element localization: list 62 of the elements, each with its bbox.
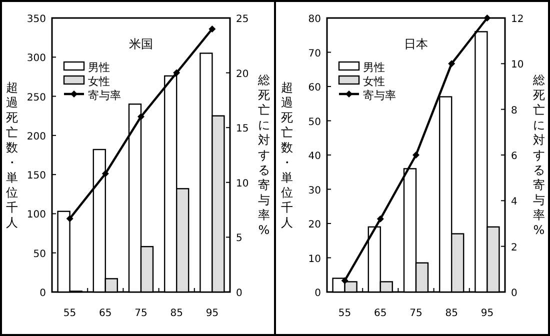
point xyxy=(208,25,216,32)
x-tick-label: 85 xyxy=(445,308,458,319)
point xyxy=(448,60,456,68)
y2-tick-label: 8 xyxy=(511,105,518,116)
y2-tick-label: 10 xyxy=(236,178,249,190)
y-tick-label: 0 xyxy=(314,288,321,299)
y-tick-label: 50 xyxy=(33,248,46,260)
y2-tick-label: 5 xyxy=(236,233,242,244)
y-tick-label: 350 xyxy=(26,14,46,25)
y-tick-label: 200 xyxy=(26,131,46,142)
x-tick-label: 85 xyxy=(170,308,183,319)
y2-tick-label: 0 xyxy=(511,288,518,299)
legend-label: 女性 xyxy=(363,75,385,88)
legend-label: 寄与率 xyxy=(363,89,396,102)
text: 総死亡に対する寄与率% xyxy=(258,73,270,238)
y-tick-label: 10 xyxy=(308,254,321,265)
point xyxy=(138,113,144,120)
y2-tick-label: 15 xyxy=(236,124,249,135)
y-tick-label: 50 xyxy=(308,116,321,128)
legend-label: 男性 xyxy=(88,61,110,74)
x-tick-label: 65 xyxy=(374,308,387,319)
text: 超過死亡数・単位千人 xyxy=(281,80,293,230)
y-tick-label: 150 xyxy=(26,170,46,182)
y2-tick-label: 12 xyxy=(511,14,524,25)
legend-label: 男性 xyxy=(363,61,385,74)
y-tick-label: 20 xyxy=(308,220,321,230)
y-tick-label: 40 xyxy=(308,151,321,162)
y-tick-label: 70 xyxy=(308,48,321,60)
point xyxy=(173,69,180,76)
x-tick-label: 75 xyxy=(134,308,148,319)
y2-tick-label: 20 xyxy=(236,68,249,80)
text: 米国 xyxy=(129,37,153,51)
y2-tick-label: 0 xyxy=(236,288,242,299)
point xyxy=(102,170,109,178)
text: 日本 xyxy=(404,37,428,51)
x-tick-label: 55 xyxy=(338,308,352,319)
x-tick-label: 75 xyxy=(410,308,422,319)
y2-tick-label: 10 xyxy=(511,60,524,71)
y2-tick-label: 25 xyxy=(236,14,249,25)
text: 総死亡に対する寄与率% xyxy=(533,73,545,238)
y2-tick-label: 4 xyxy=(511,196,518,208)
x-tick-label: 55 xyxy=(63,308,76,319)
point xyxy=(341,277,348,284)
point xyxy=(376,215,384,222)
y-tick-label: 30 xyxy=(308,185,321,196)
text: 超過死亡数・単位千人 xyxy=(6,80,18,230)
y-tick-label: 250 xyxy=(26,92,46,104)
x-tick-label: 95 xyxy=(206,308,219,319)
legend-label: 女性 xyxy=(88,75,110,88)
y2-tick-label: 2 xyxy=(511,242,518,254)
point xyxy=(412,152,420,158)
x-tick-label: 95 xyxy=(480,308,494,319)
point xyxy=(66,215,74,222)
y-tick-label: 60 xyxy=(308,82,321,94)
y-tick-label: 80 xyxy=(308,14,321,25)
legend-label: 寄与率 xyxy=(88,89,121,102)
y-tick-label: 100 xyxy=(26,210,46,221)
y-tick-label: 300 xyxy=(26,53,46,64)
y2-tick-label: 6 xyxy=(511,151,518,162)
y-tick-label: 0 xyxy=(40,288,46,299)
x-tick-label: 65 xyxy=(99,308,112,319)
point xyxy=(484,14,491,22)
